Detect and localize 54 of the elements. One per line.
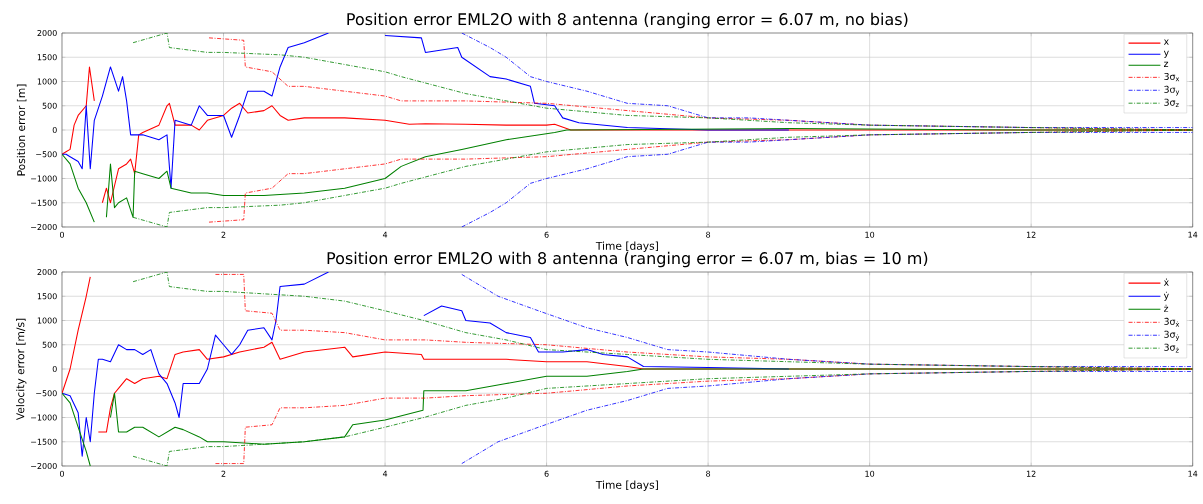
y-tick-label: 0 (52, 365, 57, 373)
chart-title: Position error EML2O with 8 antenna (ranging error = 6.07 m, bias = 10 m) (327, 251, 928, 268)
x-tick-label: 8 (706, 470, 711, 477)
y-tick-label: −1500 (31, 199, 57, 206)
x-tick-label: 2 (221, 231, 226, 238)
y-tick-label: −2000 (31, 223, 57, 231)
line-series (461, 33, 1193, 128)
y-tick-label: −2000 (31, 462, 57, 470)
y-tick-label: 1500 (37, 293, 57, 300)
legend-label: z (1164, 61, 1169, 67)
y-tick-label: −1000 (31, 414, 57, 421)
x-tick-label: 6 (544, 231, 549, 238)
legend-label: ż (1164, 304, 1169, 312)
x-tick-label: 8 (706, 231, 711, 238)
line-series (461, 132, 1193, 227)
x-tick-label: 0 (59, 470, 65, 477)
y-tick-label: −500 (36, 390, 57, 397)
y-axis-title: Position error [m] (16, 84, 27, 176)
y-tick-label: −500 (36, 151, 57, 158)
legend-label: ẋ (1163, 278, 1169, 286)
y-tick-label: 2000 (37, 268, 57, 276)
y-tick-label: 500 (42, 341, 57, 348)
y-tick-label: 500 (42, 102, 57, 109)
y-tick-label: 2000 (37, 29, 57, 37)
y-axis-title: Velocity error [m/s] (16, 318, 27, 421)
legend-label: 3σ$_{y}$ (1164, 85, 1180, 96)
x-axis-title: Time [days] (595, 241, 658, 252)
legend-label: 3σ$_{ẋ}$ (1164, 317, 1180, 327)
y-tick-label: 1500 (37, 54, 57, 61)
x-axis-title: Time [days] (595, 480, 658, 491)
y-tick-label: −1500 (31, 438, 57, 445)
y-tick-label: −1000 (31, 175, 57, 182)
x-tick-label: 14 (1188, 470, 1198, 477)
x-tick-label: 10 (865, 231, 875, 238)
x-tick-label: 12 (1026, 470, 1036, 477)
x-tick-label: 4 (382, 470, 388, 477)
legend-label: ẏ (1163, 291, 1169, 301)
legend-label: 3σ$_{z}$ (1164, 98, 1179, 107)
x-tick-label: 4 (382, 231, 388, 238)
x-tick-label: 6 (544, 470, 549, 477)
x-tick-label: 0 (59, 231, 65, 238)
chart-title: Position error EML2O with 8 antenna (ranging error = 6.07 m, no bias) (347, 12, 908, 29)
legend-label: 3σ$_{x}$ (1164, 72, 1180, 82)
x-tick-label: 12 (1026, 231, 1036, 238)
y-tick-label: 1000 (37, 78, 57, 85)
x-tick-label: 14 (1188, 231, 1198, 238)
legend-label: x (1163, 39, 1169, 45)
legend-label: 3σ$_{ẏ}$ (1164, 330, 1180, 341)
x-tick-label: 10 (865, 470, 875, 477)
legend-label: 3σ$_{ż}$ (1164, 343, 1179, 353)
x-tick-label: 2 (221, 470, 226, 477)
y-tick-label: 0 (52, 126, 57, 134)
y-tick-label: 1000 (37, 317, 57, 324)
legend-label: y (1163, 50, 1169, 58)
